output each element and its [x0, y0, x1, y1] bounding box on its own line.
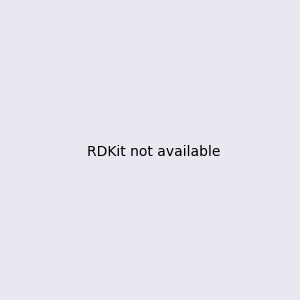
Text: RDKit not available: RDKit not available	[87, 145, 220, 158]
